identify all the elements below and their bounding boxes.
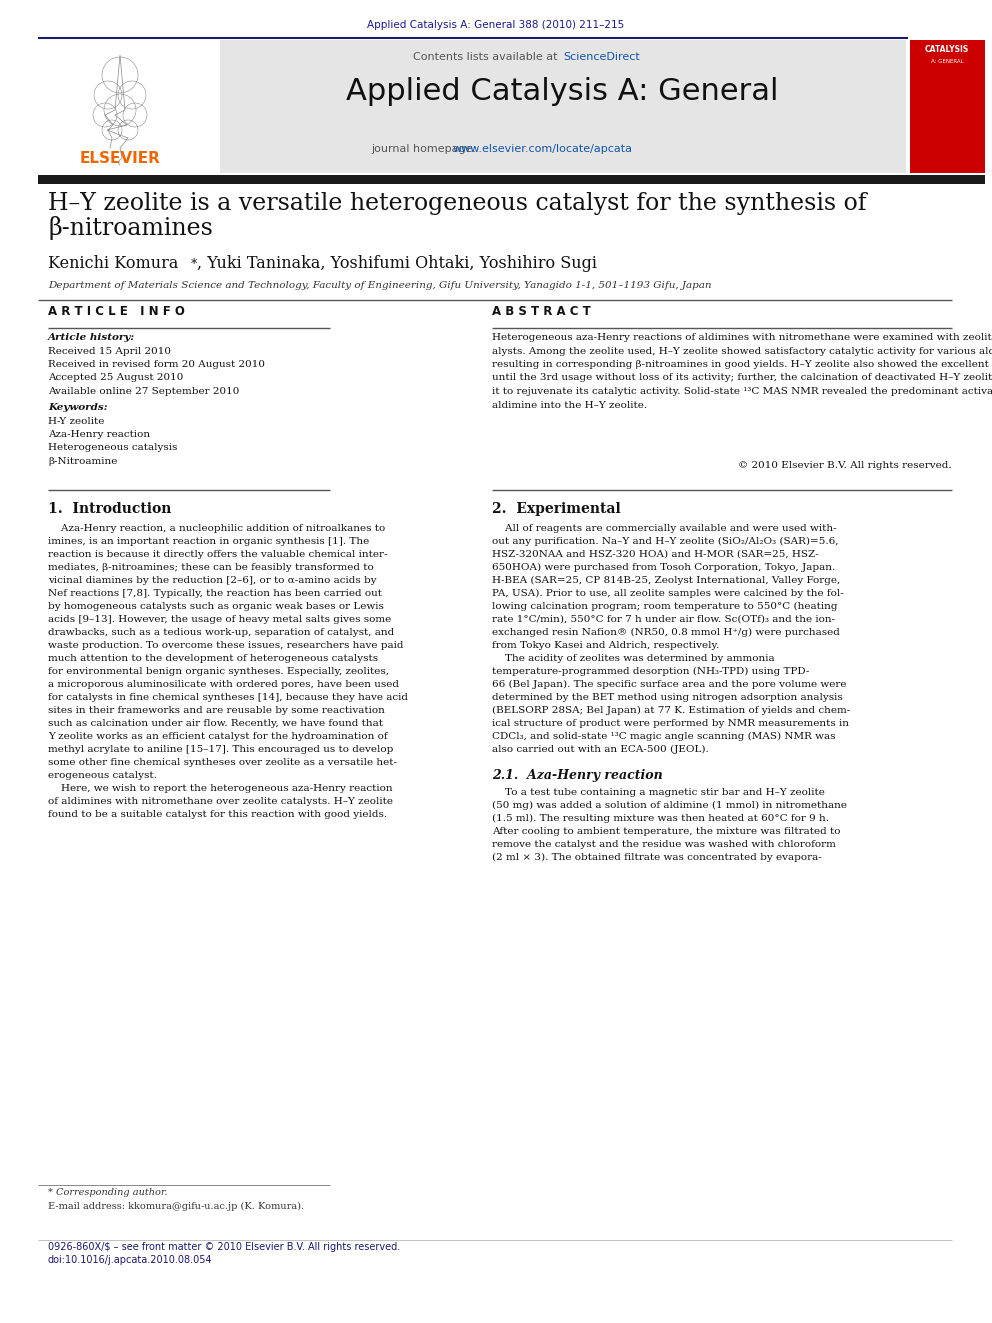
Text: PA, USA). Prior to use, all zeolite samples were calcined by the fol-: PA, USA). Prior to use, all zeolite samp… — [492, 589, 844, 598]
Text: acids [9–13]. However, the usage of heavy metal salts gives some: acids [9–13]. However, the usage of heav… — [48, 615, 391, 624]
Text: * Corresponding author.: * Corresponding author. — [48, 1188, 168, 1197]
Text: CDCl₃, and solid-state ¹³C magic angle scanning (MAS) NMR was: CDCl₃, and solid-state ¹³C magic angle s… — [492, 732, 835, 741]
Text: ical structure of product were performed by NMR measurements in: ical structure of product were performed… — [492, 718, 849, 728]
Text: CATALYSIS: CATALYSIS — [925, 45, 969, 54]
Text: until the 3rd usage without loss of its activity; further, the calcination of de: until the 3rd usage without loss of its … — [492, 373, 992, 382]
Text: After cooling to ambient temperature, the mixture was filtrated to: After cooling to ambient temperature, th… — [492, 827, 840, 836]
Text: Aza-Henry reaction: Aza-Henry reaction — [48, 430, 150, 439]
Bar — [910, 40, 985, 173]
Text: it to rejuvenate its catalytic activity. Solid-state ¹³C MAS NMR revealed the pr: it to rejuvenate its catalytic activity.… — [492, 388, 992, 396]
Text: Received 15 April 2010: Received 15 April 2010 — [48, 347, 171, 356]
Text: To a test tube containing a magnetic stir bar and H–Y zeolite: To a test tube containing a magnetic sti… — [492, 789, 825, 796]
Text: Contents lists available at: Contents lists available at — [413, 52, 561, 62]
Text: A B S T R A C T: A B S T R A C T — [492, 306, 591, 318]
Text: methyl acrylate to aniline [15–17]. This encouraged us to develop: methyl acrylate to aniline [15–17]. This… — [48, 745, 394, 754]
Text: for catalysts in fine chemical syntheses [14], because they have acid: for catalysts in fine chemical syntheses… — [48, 693, 408, 703]
Text: H-BEA (SAR=25, CP 814B-25, Zeolyst International, Valley Forge,: H-BEA (SAR=25, CP 814B-25, Zeolyst Inter… — [492, 576, 840, 585]
Text: The acidity of zeolites was determined by ammonia: The acidity of zeolites was determined b… — [492, 654, 775, 663]
Text: Accepted 25 August 2010: Accepted 25 August 2010 — [48, 373, 184, 382]
Bar — [220, 40, 906, 173]
Text: drawbacks, such as a tedious work-up, separation of catalyst, and: drawbacks, such as a tedious work-up, se… — [48, 628, 394, 636]
Text: (50 mg) was added a solution of aldimine (1 mmol) in nitromethane: (50 mg) was added a solution of aldimine… — [492, 800, 847, 810]
Text: erogeneous catalyst.: erogeneous catalyst. — [48, 771, 157, 781]
Text: imines, is an important reaction in organic synthesis [1]. The: imines, is an important reaction in orga… — [48, 537, 369, 546]
Text: out any purification. Na–Y and H–Y zeolite (SiO₂/Al₂O₃ (SAR)=5.6,: out any purification. Na–Y and H–Y zeoli… — [492, 537, 838, 546]
Text: ELSEVIER: ELSEVIER — [79, 151, 161, 165]
Text: Y zeolite works as an efficient catalyst for the hydroamination of: Y zeolite works as an efficient catalyst… — [48, 732, 388, 741]
Text: for environmental benign organic syntheses. Especially, zeolites,: for environmental benign organic synthes… — [48, 667, 389, 676]
Text: 2.  Experimental: 2. Experimental — [492, 501, 621, 516]
Text: ScienceDirect: ScienceDirect — [563, 52, 640, 62]
Text: exchanged resin Nafion® (NR50, 0.8 mmol H⁺/g) were purchased: exchanged resin Nafion® (NR50, 0.8 mmol … — [492, 628, 840, 636]
Text: 0926-860X/$ – see front matter © 2010 Elsevier B.V. All rights reserved.: 0926-860X/$ – see front matter © 2010 El… — [48, 1242, 400, 1252]
Text: mediates, β-nitroamines; these can be feasibly transformed to: mediates, β-nitroamines; these can be fe… — [48, 564, 374, 572]
Text: Aza-Henry reaction, a nucleophilic addition of nitroalkanes to: Aza-Henry reaction, a nucleophilic addit… — [48, 524, 385, 533]
Text: temperature-programmed desorption (NH₃-TPD) using TPD-: temperature-programmed desorption (NH₃-T… — [492, 667, 809, 676]
Text: © 2010 Elsevier B.V. All rights reserved.: © 2010 Elsevier B.V. All rights reserved… — [738, 460, 952, 470]
Text: doi:10.1016/j.apcata.2010.08.054: doi:10.1016/j.apcata.2010.08.054 — [48, 1256, 212, 1265]
Text: Heterogeneous catalysis: Heterogeneous catalysis — [48, 443, 178, 452]
Text: Here, we wish to report the heterogeneous aza-Henry reaction: Here, we wish to report the heterogeneou… — [48, 785, 393, 792]
Text: lowing calcination program; room temperature to 550°C (heating: lowing calcination program; room tempera… — [492, 602, 837, 611]
Text: A R T I C L E   I N F O: A R T I C L E I N F O — [48, 306, 185, 318]
Text: remove the catalyst and the residue was washed with chloroform: remove the catalyst and the residue was … — [492, 840, 836, 849]
Text: (1.5 ml). The resulting mixture was then heated at 60°C for 9 h.: (1.5 ml). The resulting mixture was then… — [492, 814, 829, 823]
Text: β-Nitroamine: β-Nitroamine — [48, 456, 117, 466]
Text: Applied Catalysis A: General: Applied Catalysis A: General — [346, 77, 779, 106]
Text: Received in revised form 20 August 2010: Received in revised form 20 August 2010 — [48, 360, 265, 369]
Text: Article history:: Article history: — [48, 333, 135, 343]
Text: reaction is because it directly offers the valuable chemical inter-: reaction is because it directly offers t… — [48, 550, 388, 560]
Text: much attention to the development of heterogeneous catalysts: much attention to the development of het… — [48, 654, 378, 663]
Text: 66 (Bel Japan). The specific surface area and the pore volume were: 66 (Bel Japan). The specific surface are… — [492, 680, 846, 689]
Text: β-nitroamines: β-nitroamines — [48, 216, 213, 239]
Text: HSZ-320NAA and HSZ-320 HOA) and H-MOR (SAR=25, HSZ-: HSZ-320NAA and HSZ-320 HOA) and H-MOR (S… — [492, 550, 818, 560]
Text: Department of Materials Science and Technology, Faculty of Engineering, Gifu Uni: Department of Materials Science and Tech… — [48, 280, 711, 290]
Text: www.elsevier.com/locate/apcata: www.elsevier.com/locate/apcata — [453, 144, 633, 153]
Text: sites in their frameworks and are reusable by some reactivation: sites in their frameworks and are reusab… — [48, 706, 385, 714]
Text: rate 1°C/min), 550°C for 7 h under air flow. Sc(OTf)₃ and the ion-: rate 1°C/min), 550°C for 7 h under air f… — [492, 615, 835, 624]
Text: by homogeneous catalysts such as organic weak bases or Lewis: by homogeneous catalysts such as organic… — [48, 602, 384, 611]
Text: (BELSORP 28SA; Bel Japan) at 77 K. Estimation of yields and chem-: (BELSORP 28SA; Bel Japan) at 77 K. Estim… — [492, 706, 850, 714]
Text: such as calcination under air flow. Recently, we have found that: such as calcination under air flow. Rece… — [48, 718, 383, 728]
Text: journal homepage:: journal homepage: — [371, 144, 479, 153]
Bar — [38, 175, 985, 184]
Bar — [38, 40, 219, 173]
Text: also carried out with an ECA-500 (JEOL).: also carried out with an ECA-500 (JEOL). — [492, 745, 708, 754]
Text: A: GENERAL: A: GENERAL — [930, 60, 963, 64]
Text: from Tokyo Kasei and Aldrich, respectively.: from Tokyo Kasei and Aldrich, respective… — [492, 642, 719, 650]
Text: alysts. Among the zeolite used, H–Y zeolite showed satisfactory catalytic activi: alysts. Among the zeolite used, H–Y zeol… — [492, 347, 992, 356]
Text: *: * — [191, 258, 197, 271]
Text: 2.1.  Aza-Henry reaction: 2.1. Aza-Henry reaction — [492, 769, 663, 782]
Text: , Yuki Taninaka, Yoshifumi Ohtaki, Yoshihiro Sugi: , Yuki Taninaka, Yoshifumi Ohtaki, Yoshi… — [197, 255, 597, 273]
Text: Available online 27 September 2010: Available online 27 September 2010 — [48, 388, 239, 396]
Text: E-mail address: kkomura@gifu-u.ac.jp (K. Komura).: E-mail address: kkomura@gifu-u.ac.jp (K.… — [48, 1201, 305, 1211]
Text: H-Y zeolite: H-Y zeolite — [48, 417, 104, 426]
Text: a microporous aluminosilicate with ordered pores, have been used: a microporous aluminosilicate with order… — [48, 680, 399, 689]
Text: found to be a suitable catalyst for this reaction with good yields.: found to be a suitable catalyst for this… — [48, 810, 387, 819]
Text: Keywords:: Keywords: — [48, 404, 107, 411]
Text: determined by the BET method using nitrogen adsorption analysis: determined by the BET method using nitro… — [492, 693, 843, 703]
Text: aldimine into the H–Y zeolite.: aldimine into the H–Y zeolite. — [492, 401, 647, 410]
Text: waste production. To overcome these issues, researchers have paid: waste production. To overcome these issu… — [48, 642, 404, 650]
Text: Heterogeneous aza-Henry reactions of aldimines with nitromethane were examined w: Heterogeneous aza-Henry reactions of ald… — [492, 333, 992, 343]
Text: All of reagents are commercially available and were used with-: All of reagents are commercially availab… — [492, 524, 836, 533]
Text: of aldimines with nitromethane over zeolite catalysts. H–Y zeolite: of aldimines with nitromethane over zeol… — [48, 796, 393, 806]
Text: vicinal diamines by the reduction [2–6], or to α-amino acids by: vicinal diamines by the reduction [2–6],… — [48, 576, 377, 585]
Text: some other fine chemical syntheses over zeolite as a versatile het-: some other fine chemical syntheses over … — [48, 758, 397, 767]
Text: (2 ml × 3). The obtained filtrate was concentrated by evapora-: (2 ml × 3). The obtained filtrate was co… — [492, 853, 821, 863]
Text: Kenichi Komura: Kenichi Komura — [48, 255, 179, 273]
Text: 650HOA) were purchased from Tosoh Corporation, Tokyo, Japan.: 650HOA) were purchased from Tosoh Corpor… — [492, 562, 835, 572]
Text: H–Y zeolite is a versatile heterogeneous catalyst for the synthesis of: H–Y zeolite is a versatile heterogeneous… — [48, 192, 866, 216]
Text: Applied Catalysis A: General 388 (2010) 211–215: Applied Catalysis A: General 388 (2010) … — [367, 20, 625, 30]
Text: 1.  Introduction: 1. Introduction — [48, 501, 172, 516]
Text: Nef reactions [7,8]. Typically, the reaction has been carried out: Nef reactions [7,8]. Typically, the reac… — [48, 589, 382, 598]
Text: resulting in corresponding β-nitroamines in good yields. H–Y zeolite also showed: resulting in corresponding β-nitroamines… — [492, 360, 992, 369]
